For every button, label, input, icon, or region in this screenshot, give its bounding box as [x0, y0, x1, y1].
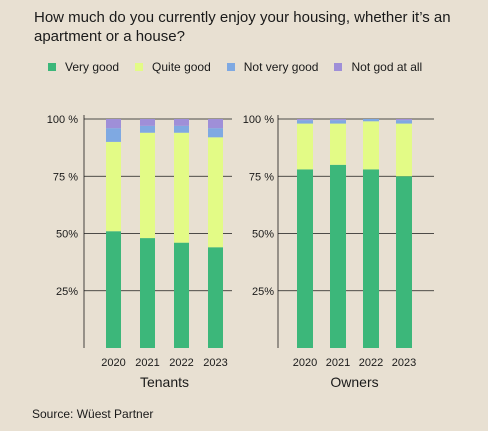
- legend-label-not-god-at-all: Not god at all: [351, 60, 423, 74]
- tenants-panel-label: Tenants: [140, 374, 189, 390]
- tenants-bar-2022-not-god-at-all: [174, 119, 189, 126]
- legend-item-not-very-good: Not very good: [226, 60, 319, 74]
- owners-panel-label: Owners: [330, 374, 378, 390]
- tenants-y-tick-label: 100 %: [47, 114, 78, 126]
- legend-swatch-very-good: [48, 63, 56, 71]
- owners-bar-2020-quite-good: [297, 123, 313, 170]
- tenants-bar-2021-not-god-at-all: [140, 119, 155, 126]
- tenants-bar-2020-quite-good: [106, 141, 121, 232]
- owners-bar-2020-not-very-good: [297, 120, 313, 124]
- owners-bar-2022-very-good: [363, 169, 379, 348]
- tenants-bar-2021-quite-good: [140, 132, 155, 239]
- owners-y-tick-label: 75 %: [249, 171, 274, 183]
- legend-swatch-quite-good: [135, 63, 144, 71]
- owners-bar-2022-quite-good: [363, 121, 379, 170]
- legend-item-quite-good: Quite good: [135, 60, 211, 74]
- tenants-bar-2022-not-very-good: [174, 125, 189, 133]
- owners-bar-2023-not-god-at-all: [396, 119, 412, 121]
- source-note: Source: Wüest Partner: [32, 407, 154, 421]
- owners-bar-2023-quite-good: [396, 123, 412, 177]
- owners-bar-2020-not-god-at-all: [297, 119, 313, 121]
- owners-x-tick-label: 2022: [359, 357, 383, 369]
- tenants-bar-2022-quite-good: [174, 132, 189, 243]
- legend-swatch-not-god-at-all: [334, 63, 343, 71]
- tenants-bar-2023-not-god-at-all: [208, 119, 223, 129]
- owners-bar-2021-not-very-good: [330, 120, 346, 124]
- owners-y-tick-label: 25%: [252, 286, 274, 298]
- chart-title: How much do you currently enjoy your hou…: [34, 9, 451, 45]
- owners-x-tick-label: 2021: [326, 357, 350, 369]
- legend-swatch-not-very-good: [226, 63, 235, 71]
- owners-y-tick-label: 50%: [252, 229, 274, 241]
- legend-item-very-good: Very good: [48, 60, 119, 74]
- owners-y-tick-label: 100 %: [243, 114, 274, 126]
- tenants-y-tick-label: 75 %: [53, 171, 78, 183]
- legend-label-not-very-good: Not very good: [243, 60, 319, 74]
- legend-label-quite-good: Quite good: [152, 60, 211, 74]
- legend: Very good Quite good Not very good Not g…: [48, 60, 438, 74]
- tenants-bar-2020-not-god-at-all: [106, 119, 121, 129]
- owners-bar-2021-quite-good: [330, 123, 346, 165]
- owners-bar-2020-very-good: [297, 169, 313, 348]
- tenants-bar-2022-very-good: [174, 242, 189, 348]
- tenants-x-tick-label: 2020: [101, 357, 125, 369]
- owners-bar-2021-very-good: [330, 164, 346, 348]
- tenants-bar-2021-not-very-good: [140, 125, 155, 133]
- owners-bar-2021-not-god-at-all: [330, 119, 346, 121]
- owners-bar-2023-not-very-good: [396, 120, 412, 124]
- tenants-x-tick-label: 2022: [169, 357, 193, 369]
- owners-bar-2023-very-good: [396, 176, 412, 348]
- tenants-x-tick-label: 2023: [203, 357, 227, 369]
- tenants-x-tick-label: 2021: [135, 357, 159, 369]
- legend-item-not-god-at-all: Not god at all: [334, 60, 422, 74]
- tenants-bar-2023-very-good: [208, 247, 223, 348]
- tenants-bar-2023-quite-good: [208, 137, 223, 248]
- tenants-bar-2023-not-very-good: [208, 128, 223, 138]
- tenants-bar-2020-not-very-good: [106, 128, 121, 142]
- owners-x-tick-label: 2020: [293, 357, 317, 369]
- tenants-bar-2020-very-good: [106, 231, 121, 348]
- owners-x-tick-label: 2023: [392, 357, 416, 369]
- owners-bar-2022-not-very-good: [363, 119, 379, 122]
- tenants-y-tick-label: 50%: [56, 229, 78, 241]
- tenants-bar-2021-very-good: [140, 238, 155, 348]
- tenants-y-tick-label: 25%: [56, 286, 78, 298]
- legend-label-very-good: Very good: [65, 60, 120, 74]
